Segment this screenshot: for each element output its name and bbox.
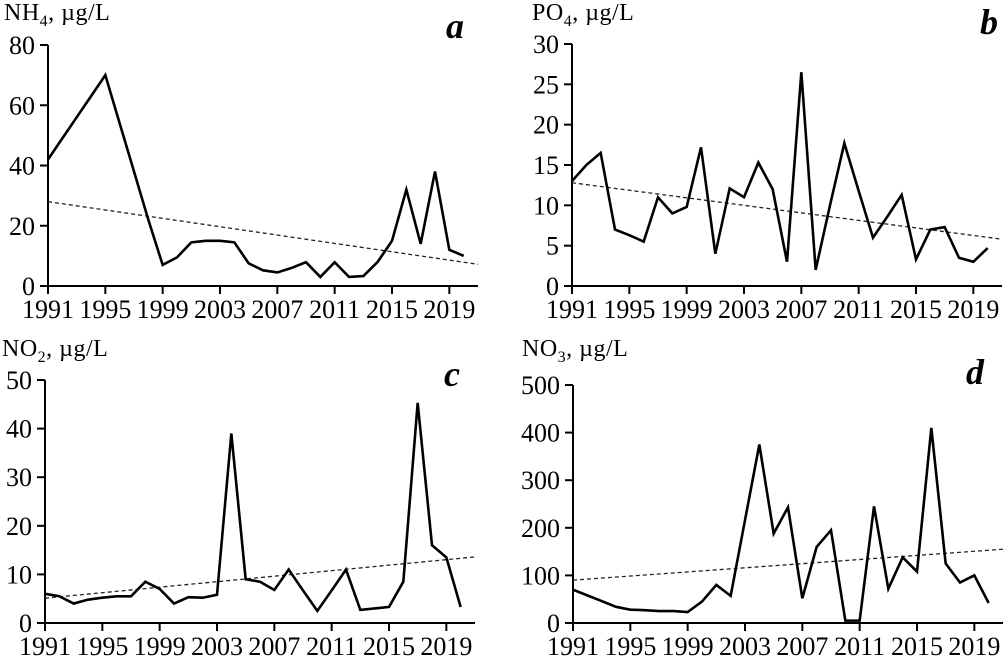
panel-letter-a: a [446, 6, 464, 46]
x-tick-label: 1991 [22, 295, 74, 324]
y-tick-label: 20 [6, 512, 32, 541]
y-tick-label: 400 [521, 419, 560, 448]
y-tick-label: 20 [533, 111, 559, 140]
y-tick-label: 0 [546, 272, 559, 301]
y-tick-label: 200 [521, 514, 560, 543]
x-tick-label: 2011 [833, 295, 884, 324]
data-line [46, 72, 465, 279]
panel-c: 0 10 20 30 40 50 1991 1995 1999 2003 2007 2011 2015 2… [0, 330, 503, 661]
x-tick-label: 2011 [834, 632, 885, 661]
x-tick-label: 1991 [546, 295, 598, 324]
panel-b: 0 5 10 15 20 25 30 1991 1995 1999 2003 2007 2011 2015… [502, 0, 1005, 331]
x-tick-label: 2011 [309, 295, 360, 324]
trend-line [47, 201, 479, 265]
plot-po4: 0 5 10 15 20 25 30 1991 1995 1999 2003 2007 2011 2015… [533, 30, 1003, 324]
panel-letter-d: d [966, 352, 984, 392]
plot-nh4: 0 20 40 60 80 1991 1995 1999 2003 2007 2011 2015 201… [9, 31, 479, 324]
y-tick-label: 30 [6, 463, 32, 492]
y-tick-label: 0 [22, 272, 35, 301]
x-tick-label: 1999 [661, 295, 713, 324]
formula-subscript: 3 [557, 348, 567, 366]
panel-d: 0 100 200 300 400 500 1991 1995 1999 2003 2007 2011… [502, 330, 1005, 661]
x-tick-label: 2015 [890, 295, 942, 324]
x-tick-label: 1999 [134, 632, 186, 661]
panel-letter-b: b [980, 2, 998, 42]
x-tick-label: 1995 [79, 295, 131, 324]
data-line [572, 427, 990, 622]
y-axis-title-no2: NO2, µg/L [2, 336, 109, 366]
x-tick-label: 2019 [948, 632, 1000, 661]
x-tick-label: 1995 [603, 295, 655, 324]
x-tick-label: 2019 [420, 632, 472, 661]
y-tick-label: 300 [521, 466, 560, 495]
y-tick-label: 5 [546, 232, 559, 261]
data-line [44, 402, 462, 614]
formula-base: NO [2, 336, 38, 362]
formula-subscript: 2 [37, 348, 47, 366]
x-tick-label: 1999 [137, 295, 189, 324]
y-tick-label: 10 [6, 560, 32, 589]
y-tick-label: 10 [533, 191, 559, 220]
x-tick-label: 2019 [423, 295, 475, 324]
unit-label: , µg/L [46, 336, 109, 362]
x-tick-label: 2007 [248, 632, 300, 661]
y-tick-label: 0 [547, 609, 560, 638]
x-tick-label: 2003 [191, 632, 243, 661]
y-tick-label: 40 [6, 415, 32, 444]
trend-line [572, 548, 1004, 581]
unit-label: , µg/L [48, 0, 111, 26]
x-tick-label: 2003 [719, 632, 771, 661]
x-tick-label: 2015 [366, 295, 418, 324]
x-tick-label: 2015 [363, 632, 415, 661]
y-tick-label: 500 [521, 371, 560, 400]
x-tick-label: 1999 [662, 632, 714, 661]
x-tick-label: 2011 [306, 632, 357, 661]
plot-no2: 0 10 20 30 40 50 1991 1995 1999 2003 2007 2011 2015 2… [6, 366, 476, 661]
y-axis-title-po4: PO4, µg/L [532, 0, 635, 30]
x-tick-label: 2019 [947, 295, 999, 324]
axis-spines [47, 45, 478, 287]
y-tick-label: 0 [19, 609, 32, 638]
y-tick-label: 60 [9, 91, 35, 120]
y-tick-label: 80 [9, 31, 35, 60]
formula-subscript: 4 [39, 12, 49, 30]
trend-line [571, 182, 1003, 240]
x-tick-label: 1991 [19, 632, 71, 661]
x-tick-label: 2015 [891, 632, 943, 661]
x-tick-label: 2007 [251, 295, 303, 324]
trend-line [44, 556, 476, 599]
formula-base: NO [522, 336, 558, 362]
y-tick-label: 15 [533, 151, 559, 180]
plot-no3: 0 100 200 300 400 500 1991 1995 1999 2003 2007 2011… [521, 371, 1004, 661]
x-tick-label: 2003 [718, 295, 770, 324]
y-axis-title-no3: NO3, µg/L [522, 336, 629, 366]
formula-base: PO [532, 0, 564, 26]
y-tick-label: 20 [9, 212, 35, 241]
panel-a: 0 20 40 60 80 1991 1995 1999 2003 2007 2011 2015 201… [0, 0, 503, 331]
x-tick-label: 1995 [76, 632, 128, 661]
formula-base: NH [4, 0, 40, 26]
x-tick-label: 2007 [776, 632, 828, 661]
y-tick-label: 40 [9, 152, 35, 181]
x-tick-label: 2007 [775, 295, 827, 324]
x-tick-label: 2003 [194, 295, 246, 324]
panel-letter-c: c [444, 354, 460, 394]
formula-subscript: 4 [563, 12, 573, 30]
y-axis-title-nh4: NH4, µg/L [4, 0, 111, 30]
data-line [571, 72, 989, 271]
y-tick-label: 50 [6, 366, 32, 395]
y-tick-label: 25 [533, 70, 559, 99]
unit-label: , µg/L [572, 0, 635, 26]
y-tick-label: 30 [533, 30, 559, 59]
x-tick-label: 1995 [604, 632, 656, 661]
unit-label: , µg/L [566, 336, 629, 362]
x-tick-label: 1991 [547, 632, 599, 661]
y-tick-label: 100 [521, 561, 560, 590]
